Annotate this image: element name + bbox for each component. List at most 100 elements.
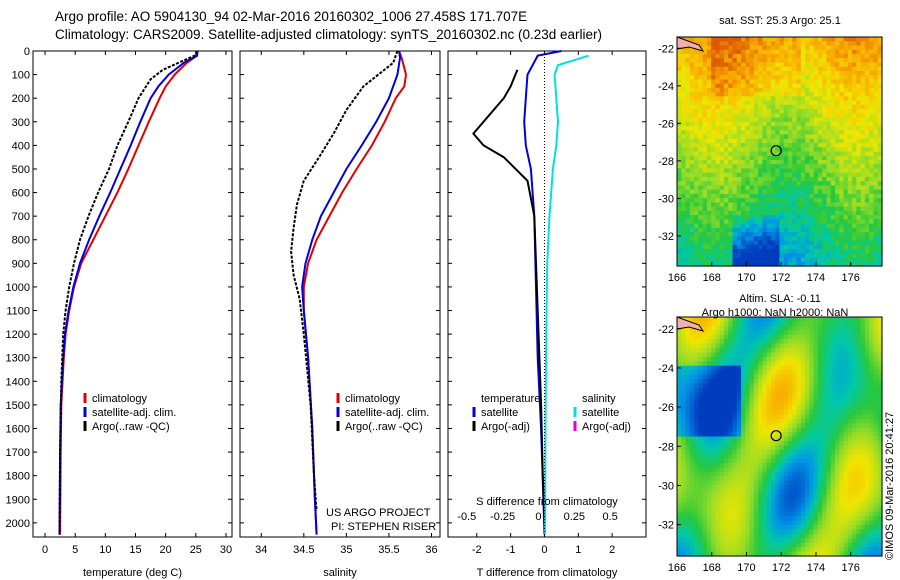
map-frame (676, 36, 883, 267)
y-tick-label: -24 (658, 363, 674, 375)
legend-entry: satellite (481, 407, 518, 419)
x-tick-label: 166 (668, 562, 686, 574)
legend-entry: satellite-adj. clim. (345, 407, 429, 419)
legend-entry: satellite-adj. clim. (92, 407, 176, 419)
x-axis-label: T difference from climatology (477, 567, 618, 579)
y-tick-label: 1000 (6, 282, 30, 294)
x-tick-label: 170 (737, 272, 755, 284)
y-tick-label: -22 (658, 324, 674, 336)
series-line (58, 50, 199, 535)
y-tick-label: 1500 (6, 400, 30, 412)
x-axis-label: temperature (deg C) (83, 567, 182, 579)
y-tick-label: 700 (12, 211, 30, 223)
x-tick-label: 20 (160, 544, 172, 556)
x-tick-label: 176 (842, 562, 860, 574)
argo-position-marker (770, 145, 782, 157)
heatmap-cells (677, 37, 883, 267)
x-tick-label: 34 (255, 544, 267, 556)
legend-entry: climatology (92, 393, 148, 405)
x-tick-label: 0 (541, 544, 547, 556)
profile-title: Argo profile: AO 5904130_94 02-Mar-2016 … (55, 9, 528, 24)
heatmap-cells (677, 317, 883, 557)
series-line (58, 50, 198, 535)
legend-entry: Argo(..raw -QC) (345, 421, 423, 433)
y-tick-label: 300 (12, 117, 30, 129)
x-tick-label: 174 (807, 272, 825, 284)
x-tick-label: 1 (575, 544, 581, 556)
map-frame (676, 316, 883, 557)
y-tick-label: 0 (24, 46, 30, 58)
y-tick-label: 1600 (6, 423, 30, 435)
panel-frame-temperature (32, 50, 233, 538)
y-tick-label: 400 (12, 140, 30, 152)
series-line (290, 50, 399, 512)
legend-entry: Argo(-adj) (481, 421, 530, 433)
legend-entry: Argo(..raw -QC) (92, 421, 170, 433)
x-tick-label: 168 (703, 272, 721, 284)
x-tick-label: 2 (609, 544, 615, 556)
y-tick-label: -32 (658, 231, 674, 243)
top-tick-label: 0 (535, 511, 541, 523)
y-tick-label: 200 (12, 93, 30, 105)
y-tick-label: 500 (12, 164, 30, 176)
y-tick-label: 1700 (6, 447, 30, 459)
legend-entry: Argo(-adj) (582, 421, 631, 433)
climatology-subtitle: Climatology: CARS2009. Satellite-adjuste… (55, 27, 603, 42)
y-tick-label: 1100 (6, 306, 30, 318)
project-note: PI: STEPHEN RISER (331, 521, 436, 533)
x-tick-label: 30 (220, 544, 232, 556)
x-tick-label: -1 (506, 544, 516, 556)
x-tick-label: 25 (190, 544, 202, 556)
y-tick-label: 800 (12, 235, 30, 247)
legend-entry: temperature (481, 393, 540, 405)
x-tick-label: 174 (807, 562, 825, 574)
top-tick-label: -0.25 (490, 511, 515, 523)
x-tick-label: 172 (772, 272, 790, 284)
legend-entry: salinity (582, 393, 616, 405)
top-tick-label: -0.5 (457, 511, 476, 523)
y-tick-label: -24 (658, 81, 674, 93)
x-tick-label: 15 (129, 544, 141, 556)
series-line (544, 54, 589, 535)
map-title: Altim. SLA: -0.11 (739, 293, 821, 305)
x-tick-label: 176 (842, 272, 860, 284)
map-subtitle: Argo h1000: NaN h2000: NaN (702, 307, 849, 319)
panel-frame-salinity (239, 50, 441, 538)
y-tick-label: 1900 (6, 494, 30, 506)
map-title: sat. SST: 25.3 Argo: 25.1 (719, 15, 841, 27)
x-tick-label: -2 (472, 544, 482, 556)
top-tick-label: 0.5 (603, 511, 618, 523)
x-tick-label: 172 (772, 562, 790, 574)
x-tick-label: 0 (42, 544, 48, 556)
panel-frame-difference (447, 50, 647, 538)
y-tick-label: -30 (658, 193, 674, 205)
y-tick-label: 1800 (6, 471, 30, 483)
x-tick-label: 34.5 (293, 544, 314, 556)
y-tick-label: -26 (658, 402, 674, 414)
y-tick-label: 1300 (6, 353, 30, 365)
y-tick-label: -26 (658, 118, 674, 130)
x-tick-label: 10 (99, 544, 111, 556)
y-tick-label: -30 (658, 480, 674, 492)
y-tick-label: -28 (658, 156, 674, 168)
y-tick-label: 600 (12, 188, 30, 200)
x-tick-label: 170 (737, 562, 755, 574)
x-tick-label: 166 (668, 272, 686, 284)
series-line (301, 50, 402, 535)
x-tick-label: 5 (72, 544, 78, 556)
y-tick-label: -22 (658, 43, 674, 55)
y-tick-label: 100 (12, 70, 30, 82)
x-axis-label: salinity (323, 567, 357, 579)
x-tick-label: 168 (703, 562, 721, 574)
series-line (472, 69, 546, 523)
y-tick-label: 2000 (6, 518, 30, 530)
series-line (59, 50, 199, 535)
legend-entry: satellite (582, 407, 619, 419)
y-tick-label: 900 (12, 258, 30, 270)
top-axis-label: S difference from climatology (476, 496, 618, 508)
argo-position-marker (770, 430, 782, 442)
top-tick-label: 0.25 (564, 511, 585, 523)
x-tick-label: 35.5 (378, 544, 399, 556)
series-line (523, 50, 562, 535)
